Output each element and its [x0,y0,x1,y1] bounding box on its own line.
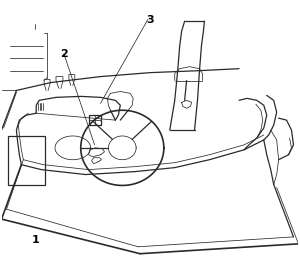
Text: 3: 3 [146,15,154,25]
Text: 1: 1 [32,235,40,245]
Text: 2: 2 [60,49,68,59]
FancyBboxPatch shape [8,136,45,185]
